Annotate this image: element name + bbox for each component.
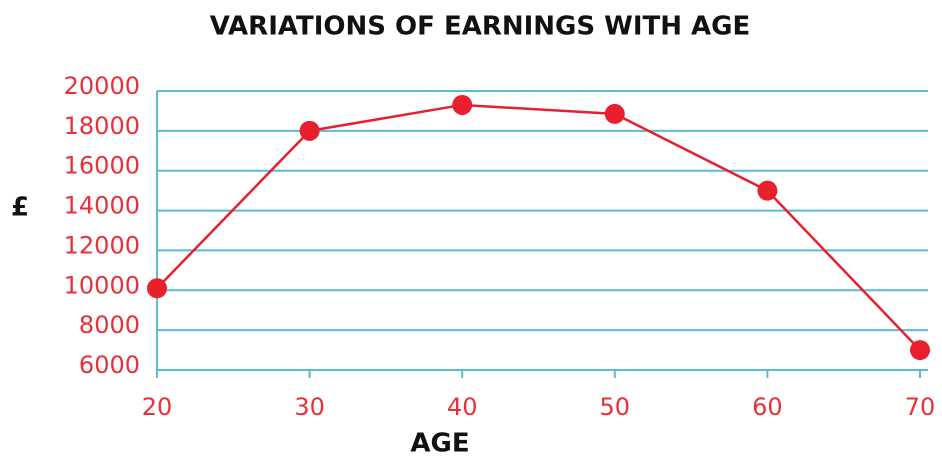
data-point xyxy=(299,120,320,141)
x-tick-label: 50 xyxy=(600,393,631,421)
y-tick-label: 6000 xyxy=(79,351,140,379)
x-tick-label: 60 xyxy=(752,393,783,421)
data-point xyxy=(604,103,625,124)
data-point xyxy=(452,94,473,115)
y-tick-label: 14000 xyxy=(64,192,140,220)
y-axis-label: £ xyxy=(11,193,29,223)
x-tick-label: 40 xyxy=(447,393,478,421)
y-tick-label: 20000 xyxy=(64,72,140,100)
x-tick-label: 70 xyxy=(905,393,936,421)
data-point xyxy=(757,180,778,201)
chart-title: VARIATIONS OF EARNINGS WITH AGE xyxy=(210,12,751,42)
x-tick-label: 30 xyxy=(294,393,325,421)
y-tick-label: 16000 xyxy=(64,152,140,180)
y-tick-label: 10000 xyxy=(64,271,140,299)
x-tick-label: 20 xyxy=(142,393,173,421)
data-point xyxy=(147,278,167,299)
y-tick-label: 8000 xyxy=(79,311,140,339)
y-tick-label: 18000 xyxy=(64,112,140,140)
series-line xyxy=(156,103,921,351)
x-axis-label: AGE xyxy=(410,429,469,458)
y-tick-label: 12000 xyxy=(64,231,140,259)
data-point xyxy=(910,340,930,361)
